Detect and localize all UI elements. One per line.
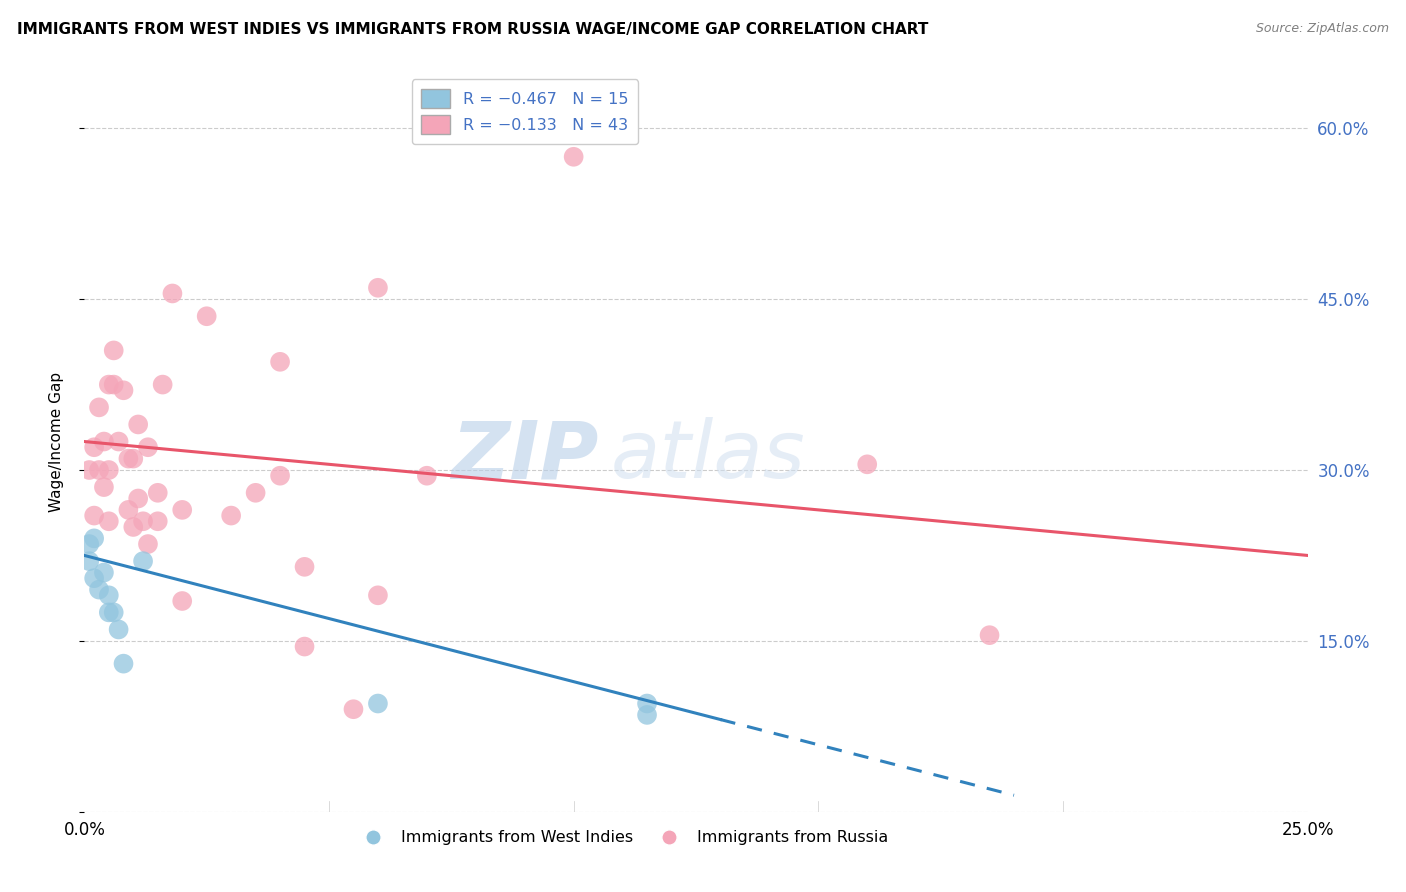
Point bbox=[136, 440, 159, 454]
Point bbox=[117, 503, 139, 517]
Point bbox=[294, 640, 316, 654]
Point bbox=[127, 417, 149, 432]
Point bbox=[107, 623, 129, 637]
Point bbox=[367, 697, 389, 711]
Point bbox=[77, 554, 100, 568]
Point bbox=[87, 401, 110, 415]
Point bbox=[979, 628, 1001, 642]
Point bbox=[245, 485, 267, 500]
Point bbox=[97, 606, 120, 620]
Point bbox=[127, 491, 149, 506]
Point bbox=[103, 377, 125, 392]
Point bbox=[562, 150, 585, 164]
Point bbox=[87, 463, 110, 477]
Point bbox=[136, 537, 159, 551]
Point bbox=[367, 588, 389, 602]
Point bbox=[97, 463, 120, 477]
Point bbox=[77, 463, 100, 477]
Point bbox=[97, 514, 120, 528]
Point bbox=[146, 485, 169, 500]
Point bbox=[342, 702, 364, 716]
Point bbox=[83, 508, 105, 523]
Point bbox=[152, 377, 174, 392]
Point bbox=[269, 355, 291, 369]
Text: Source: ZipAtlas.com: Source: ZipAtlas.com bbox=[1256, 22, 1389, 36]
Point bbox=[416, 468, 439, 483]
Text: atlas: atlas bbox=[610, 417, 806, 495]
Point bbox=[87, 582, 110, 597]
Point bbox=[219, 508, 242, 523]
Point bbox=[83, 571, 105, 585]
Point bbox=[97, 377, 120, 392]
Point bbox=[122, 451, 145, 466]
Point bbox=[103, 606, 125, 620]
Point bbox=[93, 480, 115, 494]
Point bbox=[122, 520, 145, 534]
Point bbox=[195, 310, 218, 324]
Point bbox=[636, 707, 658, 722]
Point bbox=[172, 594, 194, 608]
Point bbox=[162, 286, 184, 301]
Point bbox=[112, 384, 135, 398]
Point bbox=[83, 440, 105, 454]
Point bbox=[77, 537, 100, 551]
Point bbox=[294, 559, 316, 574]
Text: ZIP: ZIP bbox=[451, 417, 598, 495]
Point bbox=[83, 532, 105, 546]
Point bbox=[269, 468, 291, 483]
Point bbox=[93, 566, 115, 580]
Legend: Immigrants from West Indies, Immigrants from Russia: Immigrants from West Indies, Immigrants … bbox=[350, 824, 896, 852]
Point bbox=[107, 434, 129, 449]
Point bbox=[97, 588, 120, 602]
Point bbox=[146, 514, 169, 528]
Y-axis label: Wage/Income Gap: Wage/Income Gap bbox=[49, 371, 63, 512]
Point bbox=[132, 554, 155, 568]
Point bbox=[93, 434, 115, 449]
Point bbox=[856, 458, 879, 472]
Point bbox=[367, 281, 389, 295]
Point bbox=[172, 503, 194, 517]
Point bbox=[636, 697, 658, 711]
Point bbox=[132, 514, 155, 528]
Point bbox=[103, 343, 125, 358]
Point bbox=[112, 657, 135, 671]
Text: IMMIGRANTS FROM WEST INDIES VS IMMIGRANTS FROM RUSSIA WAGE/INCOME GAP CORRELATIO: IMMIGRANTS FROM WEST INDIES VS IMMIGRANT… bbox=[17, 22, 928, 37]
Point bbox=[117, 451, 139, 466]
